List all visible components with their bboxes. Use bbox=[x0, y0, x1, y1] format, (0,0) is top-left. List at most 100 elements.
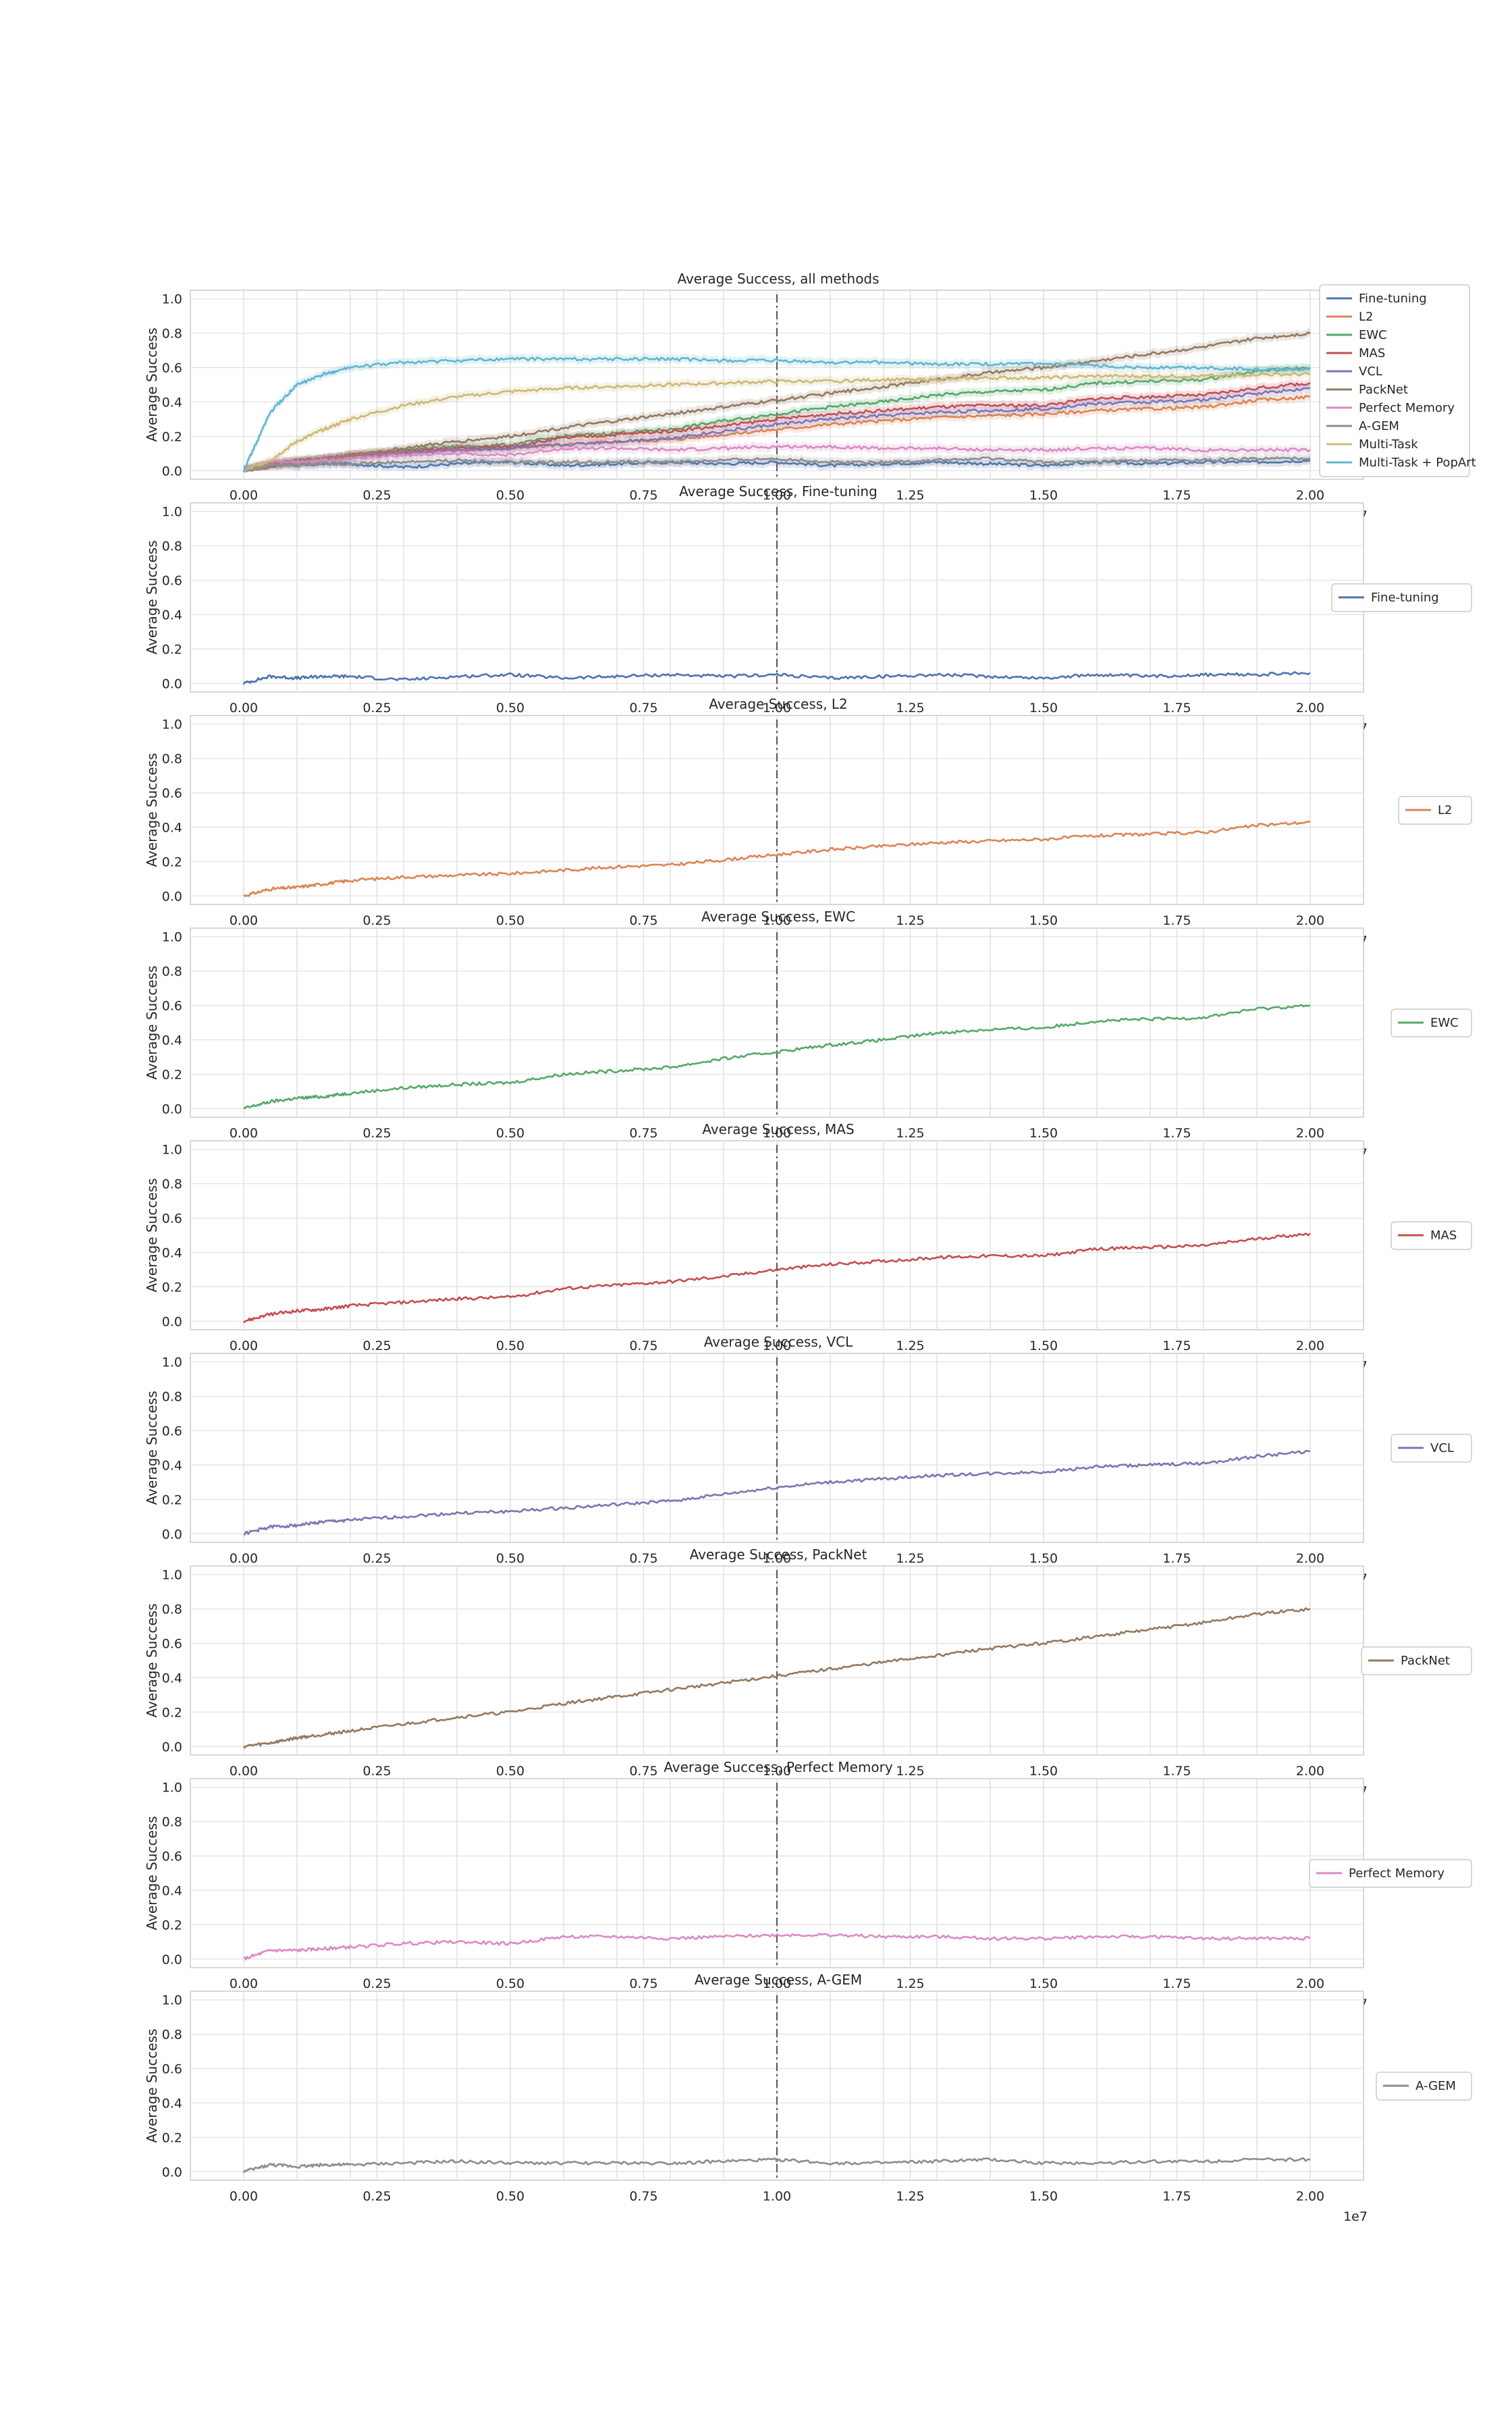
chart-panel-0: 0.0 0.2 0.4 0.6 0.8 1.0 0.00 0.25 0.50 0.75 1.00 1.… bbox=[144, 271, 1476, 523]
x-tick-label: 1.25 bbox=[896, 1126, 924, 1141]
y-tick-label: 0.6 bbox=[162, 1212, 182, 1226]
y-tick-label: 0.0 bbox=[162, 1739, 182, 1754]
x-tick-label: 0.25 bbox=[362, 1126, 391, 1141]
y-tick-label: 1.0 bbox=[162, 718, 182, 732]
legend-label-packnet: PackNet bbox=[1401, 1654, 1450, 1668]
y-tick-label: 0.4 bbox=[162, 1883, 182, 1898]
chart-title: Average Success, VCL bbox=[704, 1334, 853, 1350]
x-tick-label: 1.25 bbox=[896, 1339, 924, 1353]
x-tick-label: 1.25 bbox=[896, 1764, 924, 1779]
y-tick-label: 0.8 bbox=[162, 1390, 182, 1405]
y-tick-label: 0.8 bbox=[162, 539, 182, 554]
y-tick-label: 0.2 bbox=[162, 1492, 182, 1507]
series-band-perfect-memory bbox=[244, 441, 1310, 471]
x-tick-label: 2.00 bbox=[1296, 1976, 1324, 1991]
series-line-ewc bbox=[243, 1004, 1311, 1110]
y-tick-label: 0.2 bbox=[162, 1280, 182, 1295]
chart-panel-5: 0.0 0.2 0.4 0.6 0.8 1.0 0.00 0.25 0.50 0.75 1.00 1.… bbox=[144, 1334, 1472, 1586]
chart-panel-4: 0.0 0.2 0.4 0.6 0.8 1.0 0.00 0.25 0.50 0.75 1.00 1.… bbox=[144, 1121, 1472, 1374]
series-band-fine-tuning bbox=[244, 456, 1310, 471]
y-tick-label: 0.0 bbox=[162, 1314, 182, 1329]
x-tick-label: 1.75 bbox=[1162, 1551, 1191, 1566]
legend-label-perfect-memory: Perfect Memory bbox=[1349, 1866, 1444, 1881]
y-tick-label: 0.0 bbox=[162, 2165, 182, 2180]
y-tick-label: 1.0 bbox=[162, 1355, 182, 1370]
x-tick-label: 2.00 bbox=[1296, 701, 1324, 716]
chart-panel-7: 0.0 0.2 0.4 0.6 0.8 1.0 0.00 0.25 0.50 0.75 1.00 1.… bbox=[144, 1759, 1472, 2012]
legend: A-GEM bbox=[1376, 2072, 1472, 2101]
y-tick-label: 0.2 bbox=[162, 642, 182, 657]
y-tick-label: 0.2 bbox=[162, 1918, 182, 1933]
x-tick-label: 1.00 bbox=[763, 1126, 791, 1141]
legend-label-l2: L2 bbox=[1438, 803, 1452, 817]
legend-label-perfect-memory: Perfect Memory bbox=[1359, 401, 1455, 415]
y-axis-label: Average Success bbox=[144, 541, 160, 655]
y-tick-label: 1.0 bbox=[162, 1993, 182, 2008]
series-line-perfect-memory bbox=[243, 1933, 1311, 1961]
y-tick-label: 0.6 bbox=[162, 1424, 182, 1439]
y-tick-label: 0.8 bbox=[162, 1602, 182, 1617]
x-tick-label: 1.50 bbox=[1029, 701, 1058, 716]
legend-box bbox=[1390, 1434, 1472, 1463]
y-tick-label: 0.4 bbox=[162, 395, 182, 410]
x-tick-label: 0.50 bbox=[496, 1976, 524, 1991]
x-tick-label: 0.00 bbox=[230, 913, 258, 928]
legend: EWC bbox=[1390, 1008, 1472, 1037]
series-band-a-gem bbox=[244, 452, 1310, 471]
legend-box bbox=[1319, 284, 1470, 477]
x-tick-label: 1.25 bbox=[896, 701, 924, 716]
y-axis-label: Average Success bbox=[144, 753, 160, 867]
series-line-packnet bbox=[242, 331, 1311, 473]
x-tick-label: 1.50 bbox=[1029, 1551, 1058, 1566]
chart-title: Average Success, PackNet bbox=[690, 1546, 867, 1563]
y-tick-label: 1.0 bbox=[162, 1781, 182, 1796]
x-tick-label: 1.00 bbox=[763, 1551, 791, 1566]
y-tick-label: 0.4 bbox=[162, 608, 182, 622]
series-line-fine-tuning bbox=[242, 671, 1311, 685]
x-tick-label: 2.00 bbox=[1296, 488, 1324, 503]
x-tick-label: 0.75 bbox=[629, 1339, 657, 1353]
x-tick-label: 1.00 bbox=[763, 701, 791, 716]
series-band-multi-task-popart bbox=[244, 353, 1310, 471]
y-tick-label: 0.0 bbox=[162, 889, 182, 904]
chart-title: Average Success, EWC bbox=[701, 909, 855, 925]
y-tick-label: 0.0 bbox=[162, 1102, 182, 1116]
y-tick-label: 0.8 bbox=[162, 1815, 182, 1830]
legend-label-vcl: VCL bbox=[1359, 364, 1382, 379]
y-axis-label: Average Success bbox=[144, 328, 160, 442]
y-tick-label: 0.4 bbox=[162, 820, 182, 835]
y-tick-label: 0.8 bbox=[162, 752, 182, 767]
x-tick-label: 1.00 bbox=[763, 2189, 791, 2204]
series-line-l2 bbox=[243, 820, 1311, 898]
series-line-multi-task-popart bbox=[242, 356, 1311, 473]
legend-box bbox=[1390, 1221, 1472, 1250]
series-line-vcl bbox=[244, 1450, 1311, 1536]
x-tick-label: 1.25 bbox=[896, 1976, 924, 1991]
y-tick-label: 0.8 bbox=[162, 965, 182, 979]
series-line-a-gem bbox=[242, 2157, 1311, 2174]
chart-title: Average Success, MAS bbox=[702, 1121, 854, 1137]
y-tick-label: 0.6 bbox=[162, 999, 182, 1014]
x-tick-label: 2.00 bbox=[1296, 1551, 1324, 1566]
x-tick-label: 0.00 bbox=[230, 1339, 258, 1353]
legend: Perfect Memory bbox=[1309, 1859, 1472, 1888]
x-tick-label: 0.00 bbox=[230, 1764, 258, 1779]
y-tick-label: 0.2 bbox=[162, 1067, 182, 1082]
x-tick-label: 1.25 bbox=[896, 488, 924, 503]
legend-label-l2: L2 bbox=[1359, 310, 1373, 324]
x-tick-label: 0.50 bbox=[496, 1551, 524, 1566]
x-tick-label: 0.00 bbox=[230, 488, 258, 503]
y-tick-label: 0.2 bbox=[162, 2130, 182, 2145]
legend-box bbox=[1331, 583, 1472, 612]
y-tick-label: 0.6 bbox=[162, 786, 182, 801]
x-tick-label: 0.50 bbox=[496, 1339, 524, 1353]
x-tick-label: 1.75 bbox=[1162, 488, 1191, 503]
x-tick-label: 0.50 bbox=[496, 913, 524, 928]
x-tick-label: 0.25 bbox=[362, 1551, 391, 1566]
x-multiplier-label: 1e7 bbox=[1343, 2209, 1368, 2224]
x-tick-label: 0.00 bbox=[230, 701, 258, 716]
x-tick-label: 0.75 bbox=[629, 1976, 657, 1991]
legend-box bbox=[1309, 1859, 1472, 1888]
chart-title: Average Success, all methods bbox=[677, 271, 879, 287]
x-tick-label: 1.75 bbox=[1162, 1339, 1191, 1353]
